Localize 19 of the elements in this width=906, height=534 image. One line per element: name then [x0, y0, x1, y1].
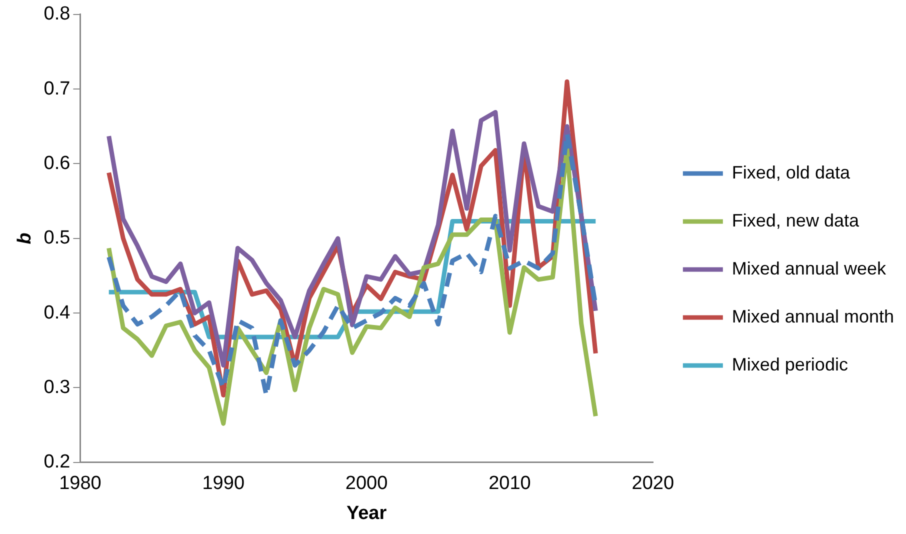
x-axis-title: Year — [346, 502, 388, 524]
y-tick-label: 0.7 — [44, 78, 70, 100]
x-tick-label: 1990 — [202, 473, 245, 494]
x-tick-label: 2010 — [488, 473, 531, 494]
x-tick-label: 2000 — [345, 473, 388, 494]
y-tick-label: 0.6 — [44, 152, 70, 174]
y-axis-title: b — [14, 232, 36, 244]
y-tick-label: 0.2 — [44, 452, 70, 473]
y-tick-label: 0.5 — [44, 228, 70, 249]
legend-label: Fixed, old data — [732, 162, 851, 182]
legend-label: Mixed periodic — [732, 354, 848, 374]
y-tick-label: 0.4 — [44, 302, 71, 324]
x-tick-label: 2020 — [632, 473, 674, 494]
legend-label: Mixed annual week — [732, 258, 887, 278]
x-tick-label: 1980 — [59, 473, 102, 494]
legend-label: Fixed, new data — [732, 210, 860, 230]
legend-label: Mixed annual month — [732, 306, 894, 326]
y-tick-label: 0.8 — [44, 4, 70, 25]
y-tick-label: 0.3 — [44, 376, 70, 398]
